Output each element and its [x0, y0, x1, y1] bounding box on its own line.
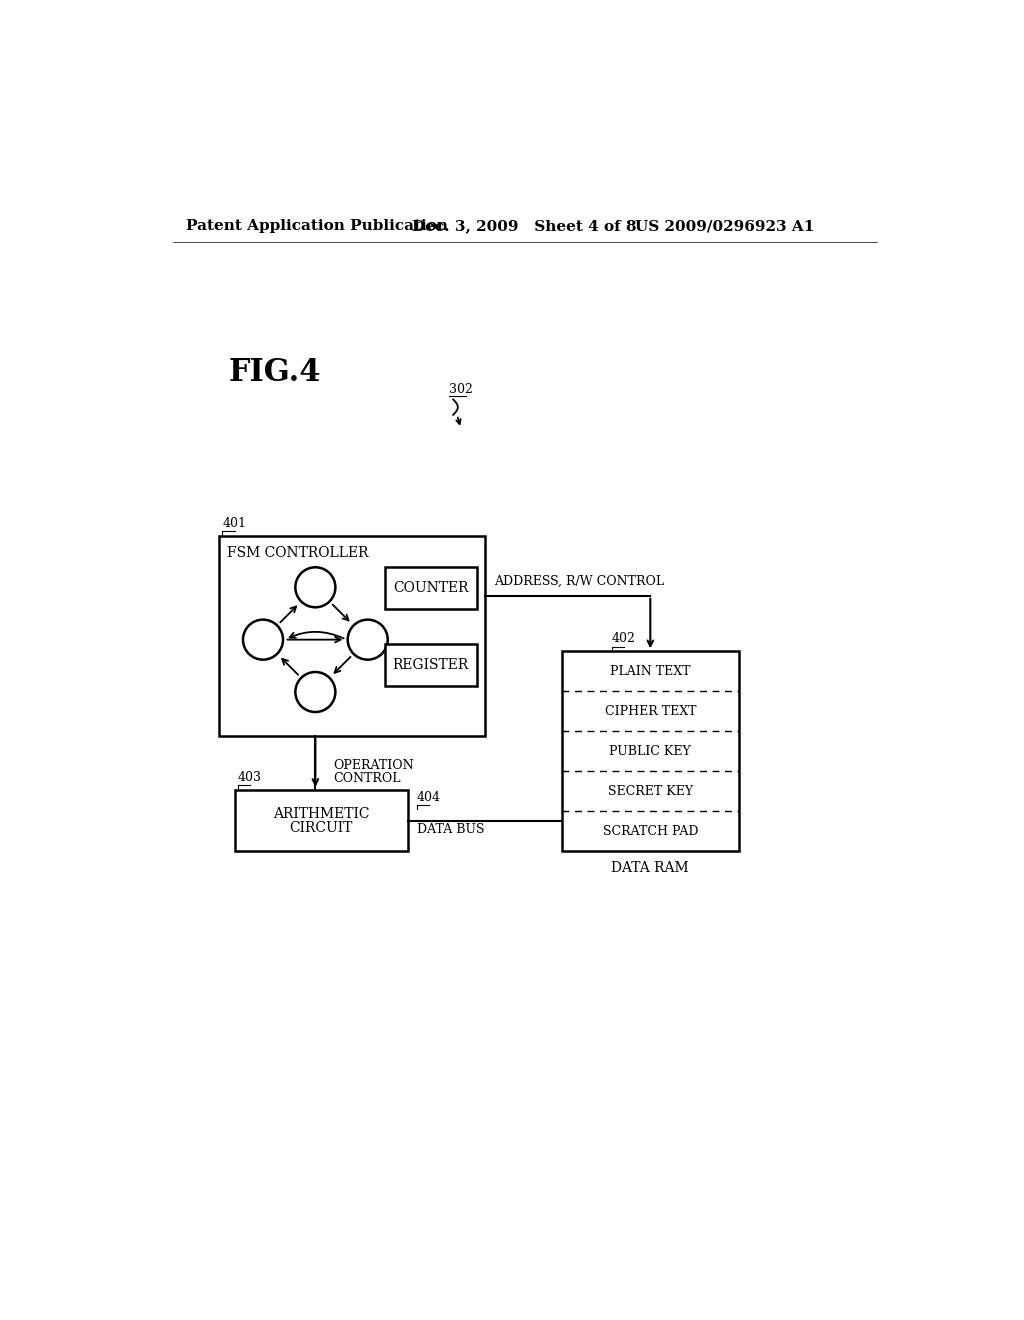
- Text: PUBLIC KEY: PUBLIC KEY: [609, 744, 691, 758]
- Text: 402: 402: [611, 632, 636, 645]
- Text: CONTROL: CONTROL: [333, 772, 400, 785]
- Bar: [562, 651, 739, 851]
- Text: OPERATION: OPERATION: [333, 759, 414, 772]
- Text: 401: 401: [222, 516, 246, 529]
- Text: Dec. 3, 2009   Sheet 4 of 8: Dec. 3, 2009 Sheet 4 of 8: [412, 219, 636, 234]
- Text: FSM CONTROLLER: FSM CONTROLLER: [226, 545, 369, 560]
- Text: PLAIN TEXT: PLAIN TEXT: [610, 665, 690, 677]
- Text: DATA RAM: DATA RAM: [611, 862, 689, 875]
- Bar: [219, 536, 484, 737]
- Text: REGISTER: REGISTER: [393, 657, 469, 672]
- Text: FIG.4: FIG.4: [229, 356, 322, 388]
- Text: SECRET KEY: SECRET KEY: [608, 785, 693, 797]
- Text: DATA BUS: DATA BUS: [417, 824, 484, 837]
- Text: Patent Application Publication: Patent Application Publication: [186, 219, 449, 234]
- Text: 403: 403: [238, 771, 261, 784]
- Bar: [234, 789, 408, 851]
- Text: ADDRESS, R/W CONTROL: ADDRESS, R/W CONTROL: [494, 576, 665, 589]
- Text: SCRATCH PAD: SCRATCH PAD: [602, 825, 698, 838]
- Text: CIPHER TEXT: CIPHER TEXT: [604, 705, 696, 718]
- Text: COUNTER: COUNTER: [393, 581, 469, 595]
- Text: 302: 302: [449, 383, 472, 396]
- Text: 404: 404: [417, 791, 441, 804]
- Bar: [385, 566, 477, 609]
- Text: ARITHMETIC: ARITHMETIC: [272, 807, 370, 821]
- Text: CIRCUIT: CIRCUIT: [290, 821, 353, 834]
- Bar: [385, 644, 477, 686]
- Text: US 2009/0296923 A1: US 2009/0296923 A1: [635, 219, 814, 234]
